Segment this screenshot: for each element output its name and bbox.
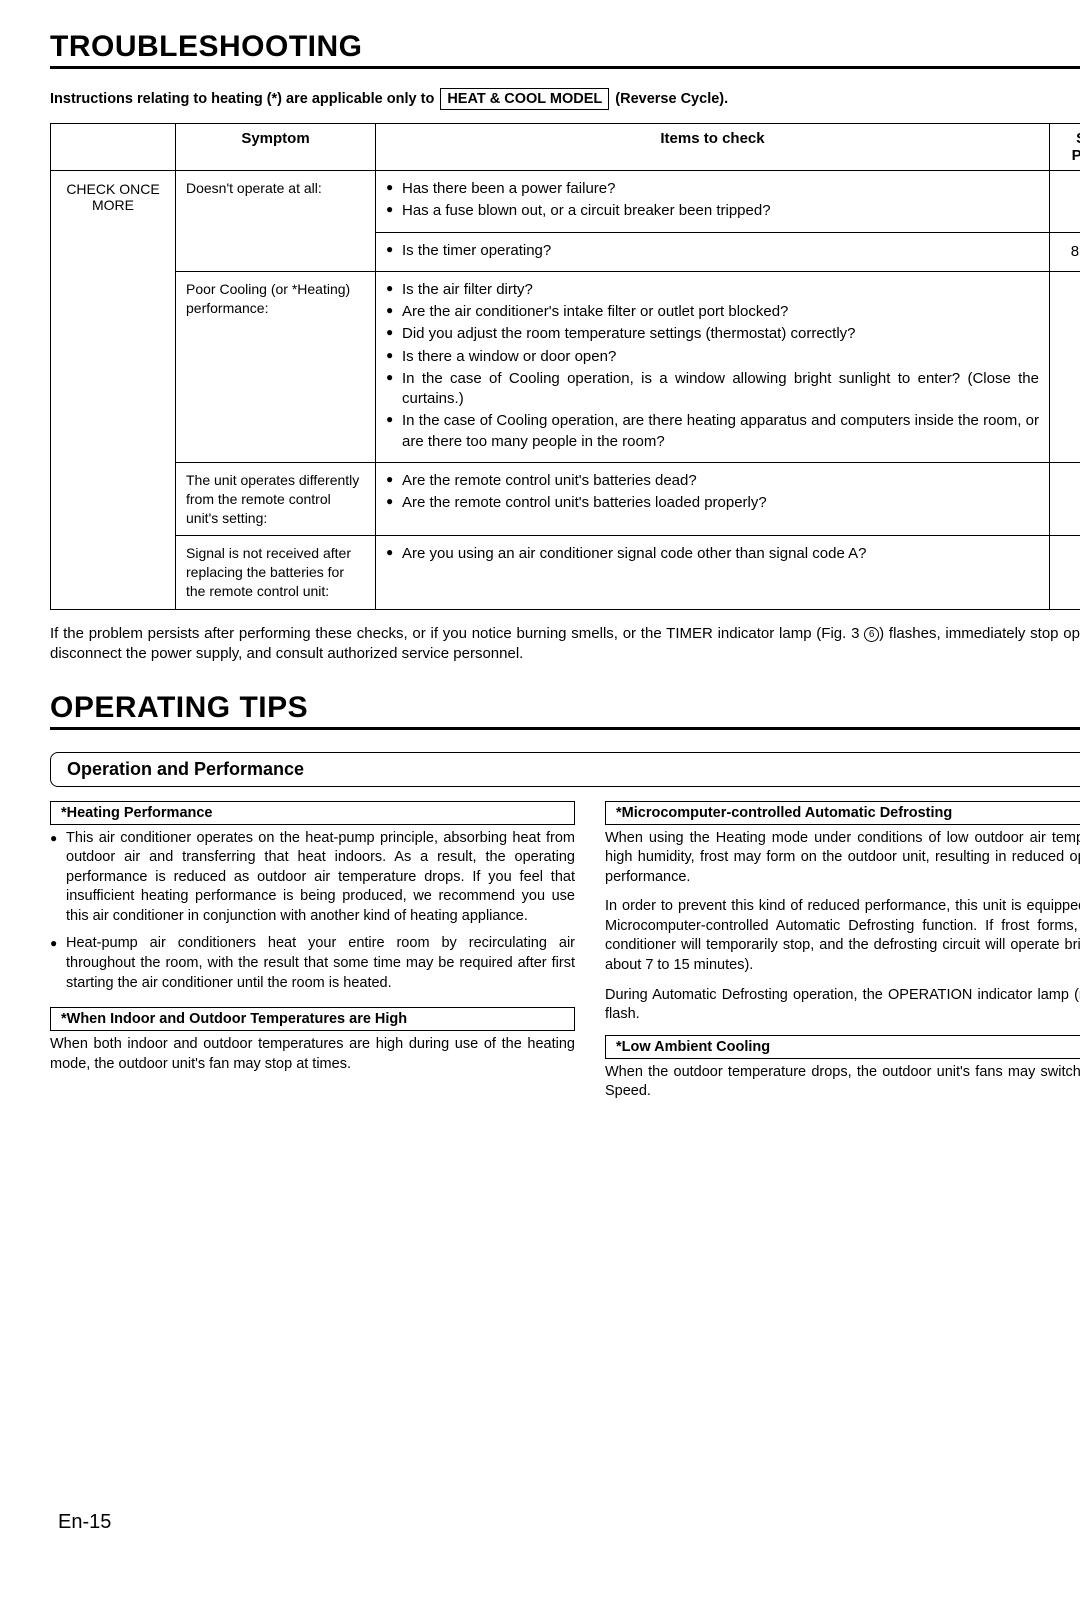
symptom-cell: Doesn't operate at all: (176, 171, 376, 272)
table-row: CHECK ONCE MORE Doesn't operate at all: … (51, 171, 1080, 233)
check-item: Are the air conditioner's intake filter … (386, 302, 1039, 322)
right-column: *Microcomputer-controlled Automatic Defr… (605, 801, 1080, 1112)
page-number: En-15 (58, 1511, 111, 1534)
check-item: Did you adjust the room temperature sett… (386, 324, 1039, 344)
after-table-note: If the problem persists after performing… (50, 624, 1080, 665)
check-cell: Are the remote control unit's batteries … (376, 462, 1050, 536)
check-item: Is the timer operating? (386, 241, 1039, 261)
subhead-low-ambient: *Low Ambient Cooling (605, 1035, 1080, 1059)
check-item: Are you using an air conditioner signal … (386, 544, 1039, 564)
symptom-cell: Signal is not received after replacing t… (176, 536, 376, 610)
check-item: Has there been a power failure? (386, 179, 1039, 199)
table-row: Poor Cooling (or *Heating) performance: … (51, 271, 1080, 462)
check-list: Are the remote control unit's batteries … (386, 471, 1039, 514)
two-column-layout: *Heating Performance This air conditione… (50, 801, 1080, 1112)
symptom-cell: Poor Cooling (or *Heating) performance: (176, 271, 376, 462)
check-cell: Has there been a power failure? Has a fu… (376, 171, 1050, 233)
check-item: Has a fuse blown out, or a circuit break… (386, 201, 1039, 221)
check-cell: Are you using an air conditioner signal … (376, 536, 1050, 610)
page-cell: — (1050, 171, 1080, 233)
check-cell: Is the timer operating? (376, 232, 1050, 271)
heating-note: Instructions relating to heating (*) are… (50, 91, 1080, 107)
note-suffix: (Reverse Cycle). (615, 91, 728, 107)
note-prefix: Instructions relating to heating (*) are… (50, 91, 438, 107)
table-row: Signal is not received after replacing t… (51, 536, 1080, 610)
page-cell: 5 (1050, 462, 1080, 536)
body-paragraph: In order to prevent this kind of reduced… (605, 897, 1080, 975)
check-item: Are the remote control unit's batteries … (386, 493, 1039, 513)
check-list: Is the timer operating? (386, 241, 1039, 261)
divider (50, 727, 1080, 730)
body-list: This air conditioner operates on the hea… (50, 829, 575, 994)
page-cell: 13 (1050, 536, 1080, 610)
check-cell: Is the air filter dirty? Are the air con… (376, 271, 1050, 462)
after-table-t1: If the problem persists after performing… (50, 625, 864, 642)
check-list: Is the air filter dirty? Are the air con… (386, 280, 1039, 452)
circled-number: 6 (864, 627, 879, 642)
check-list: Has there been a power failure? Has a fu… (386, 179, 1039, 222)
page-cell: 8 to 9 (1050, 232, 1080, 271)
symptom-cell: The unit operates differently from the r… (176, 462, 376, 536)
divider (50, 66, 1080, 69)
body-item: This air conditioner operates on the hea… (50, 829, 575, 927)
table-row: The unit operates differently from the r… (51, 462, 1080, 536)
page-cell: — (1050, 271, 1080, 462)
check-list: Are you using an air conditioner signal … (386, 544, 1039, 564)
page: { "headings": { "troubleshooting": "TROU… (50, 30, 1080, 1556)
body-paragraph: When both indoor and outdoor temperature… (50, 1035, 575, 1074)
subhead-heating-performance: *Heating Performance (50, 801, 575, 825)
th-symptom: Symptom (176, 124, 376, 171)
th-blank (51, 124, 176, 171)
th-page: See Page (1050, 124, 1080, 171)
note-boxed: HEAT & COOL MODEL (440, 88, 609, 110)
check-item: In the case of Cooling operation, is a w… (386, 369, 1039, 410)
check-item: Is there a window or door open? (386, 347, 1039, 367)
section-operation-performance: Operation and Performance (50, 752, 1080, 787)
subhead-high-temps: *When Indoor and Outdoor Temperatures ar… (50, 1007, 575, 1031)
body-paragraph: During Automatic Defrosting operation, t… (605, 986, 1080, 1025)
left-column: *Heating Performance This air conditione… (50, 801, 575, 1112)
check-item: Are the remote control unit's batteries … (386, 471, 1039, 491)
body-paragraph: When using the Heating mode under condit… (605, 829, 1080, 888)
heading-operating-tips: OPERATING TIPS (50, 691, 1080, 725)
table-header-row: Symptom Items to check See Page (51, 124, 1080, 171)
check-item: Is the air filter dirty? (386, 280, 1039, 300)
body-item: Heat-pump air conditioners heat your ent… (50, 934, 575, 993)
category-cell: CHECK ONCE MORE (51, 171, 176, 610)
heading-troubleshooting: TROUBLESHOOTING (50, 30, 1080, 64)
check-item: In the case of Cooling operation, are th… (386, 411, 1039, 452)
subhead-auto-defrost: *Microcomputer-controlled Automatic Defr… (605, 801, 1080, 825)
body-paragraph: When the outdoor temperature drops, the … (605, 1063, 1080, 1102)
troubleshooting-table: Symptom Items to check See Page CHECK ON… (50, 123, 1080, 610)
th-check: Items to check (376, 124, 1050, 171)
